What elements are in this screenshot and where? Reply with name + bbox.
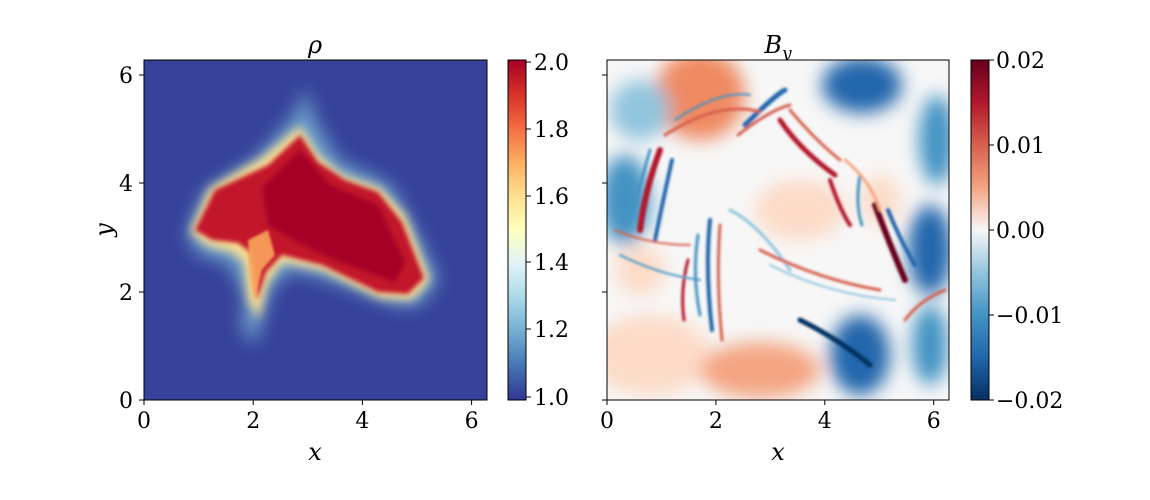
- by-patch: [655, 60, 745, 140]
- by-filament: [769, 264, 896, 301]
- by-colorbar-tick-label: 0.00: [996, 219, 1045, 244]
- by-patch: [908, 205, 949, 295]
- by-patch: [700, 342, 820, 398]
- by-filament: [630, 148, 652, 217]
- by-patch: [822, 60, 902, 113]
- by-colorbar: −0.02 −0.01 0.00 0.01 0.02: [970, 49, 1063, 414]
- by-filament: [637, 147, 663, 233]
- rho-y-axis: 0 2 4 6 y: [90, 64, 144, 414]
- by-x-tick-label: 6: [927, 409, 941, 434]
- by-filament: [693, 233, 702, 317]
- rho-axes-frame: [143, 59, 488, 401]
- by-colorbar-gradient: [970, 59, 990, 401]
- by-filament: [797, 317, 873, 368]
- rho-colorbar-gradient: [507, 59, 527, 401]
- by-filament: [674, 93, 751, 121]
- rho-colorbar-tick-label: 1.8: [534, 118, 569, 143]
- by-colorbar-tick-label: 0.02: [996, 49, 1045, 74]
- by-filaments: [614, 87, 947, 368]
- by-filament: [653, 158, 674, 242]
- rho-peak: [262, 150, 405, 282]
- rho-y-tick-label: 4: [119, 172, 133, 197]
- rho-colorbar-tick-label: 1.0: [534, 386, 569, 411]
- by-patch: [615, 245, 665, 295]
- rho-colorbar-tick-label: 2.0: [534, 51, 569, 76]
- by-panel: By: [600, 31, 1063, 466]
- by-filament: [619, 254, 701, 281]
- rho-colorbar-tick-label: 1.4: [534, 251, 569, 276]
- by-filament: [736, 103, 792, 137]
- rho-x-tick-label: 6: [465, 409, 479, 434]
- rho-y-tick-label: 6: [119, 64, 133, 89]
- by-filament: [742, 87, 788, 128]
- rho-colorbar-tick-label: 1.2: [534, 318, 569, 343]
- by-x-axis: 0 2 4 6 x: [600, 400, 941, 466]
- by-filament: [872, 202, 908, 283]
- rho-y-label: y: [90, 223, 118, 238]
- by-colorbar-tick-label: −0.01: [996, 304, 1063, 329]
- by-filament: [856, 173, 864, 227]
- by-title: By: [763, 31, 792, 64]
- by-y-axis: [602, 74, 607, 401]
- rho-x-tick-label: 0: [137, 409, 151, 434]
- by-filament: [614, 229, 691, 246]
- rho-x-tick-label: 2: [246, 409, 260, 434]
- by-colorbar-tick-label: −0.02: [996, 389, 1063, 414]
- rho-x-axis: 0 2 4 6 x: [137, 400, 479, 466]
- rho-colorbar: 1.0 1.2 1.4 1.6 1.8 2.0: [507, 51, 569, 411]
- rho-heatmap: [144, 60, 487, 400]
- by-filament: [758, 248, 882, 292]
- by-filament: [886, 208, 917, 267]
- by-patch: [919, 95, 949, 185]
- by-x-label: x: [771, 438, 785, 466]
- by-filament: [705, 218, 714, 332]
- by-filament: [663, 107, 762, 137]
- by-patch: [607, 315, 710, 395]
- by-filament: [788, 108, 842, 162]
- by-filament: [716, 223, 724, 342]
- by-filament: [828, 178, 852, 227]
- by-patch: [912, 305, 948, 385]
- by-patch: [610, 80, 670, 140]
- by-heatmap: [607, 60, 949, 400]
- by-filament: [777, 117, 838, 178]
- rho-y-tick-label: 0: [119, 389, 133, 414]
- rho-filament: [248, 230, 275, 300]
- rho-title: ρ: [307, 31, 322, 59]
- by-filament: [843, 158, 882, 212]
- by-filament: [681, 258, 690, 322]
- rho-panel: ρ 0 2 4 6 x 0 2 4: [90, 31, 569, 466]
- rho-y-tick-label: 2: [119, 281, 133, 306]
- by-patch: [755, 180, 845, 240]
- by-colorbar-tick-label: 0.01: [996, 134, 1045, 159]
- by-x-tick-label: 2: [709, 409, 723, 434]
- by-filament: [903, 288, 947, 322]
- by-axes-frame: [606, 59, 950, 401]
- rho-x-tick-label: 4: [355, 409, 369, 434]
- rho-colorbar-tick-label: 1.6: [534, 185, 569, 210]
- by-x-tick-label: 0: [600, 409, 614, 434]
- rho-x-label: x: [308, 438, 322, 466]
- by-x-tick-label: 4: [818, 409, 832, 434]
